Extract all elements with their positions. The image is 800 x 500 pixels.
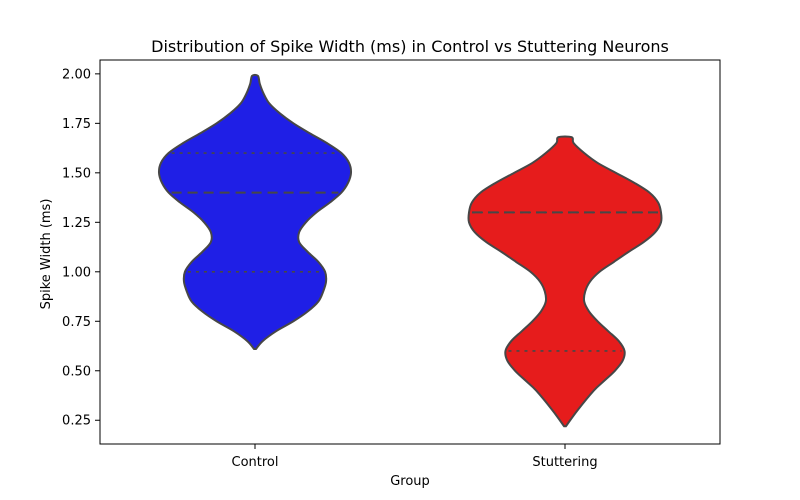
y-tick-label: 0.50 bbox=[62, 364, 91, 379]
y-tick-label: 0.25 bbox=[62, 414, 91, 429]
plot-area bbox=[99, 59, 721, 445]
violin-control bbox=[157, 73, 353, 350]
x-tick-label: Control bbox=[232, 455, 279, 470]
y-tick-label: 1.00 bbox=[62, 265, 91, 280]
y-tick-label: 1.75 bbox=[62, 117, 91, 132]
plot-frame bbox=[99, 59, 721, 445]
x-tick-label: Stuttering bbox=[532, 455, 597, 470]
chart-title: Distribution of Spike Width (ms) in Cont… bbox=[151, 37, 669, 56]
y-tick-label: 1.25 bbox=[62, 216, 91, 231]
y-tick-label: 2.00 bbox=[62, 67, 91, 82]
violins bbox=[157, 73, 663, 428]
y-tick-label: 1.50 bbox=[62, 166, 91, 181]
x-axis-label: Group bbox=[390, 474, 430, 489]
y-tick-label: 0.75 bbox=[62, 315, 91, 330]
y-axis: 0.25 0.50 0.75 1.00 1.25 1.50 1.75 2.00 bbox=[62, 67, 100, 429]
x-axis: Control Stuttering bbox=[232, 444, 598, 470]
violin-stuttering bbox=[467, 135, 663, 428]
y-axis-label: Spike Width (ms) bbox=[39, 199, 54, 310]
